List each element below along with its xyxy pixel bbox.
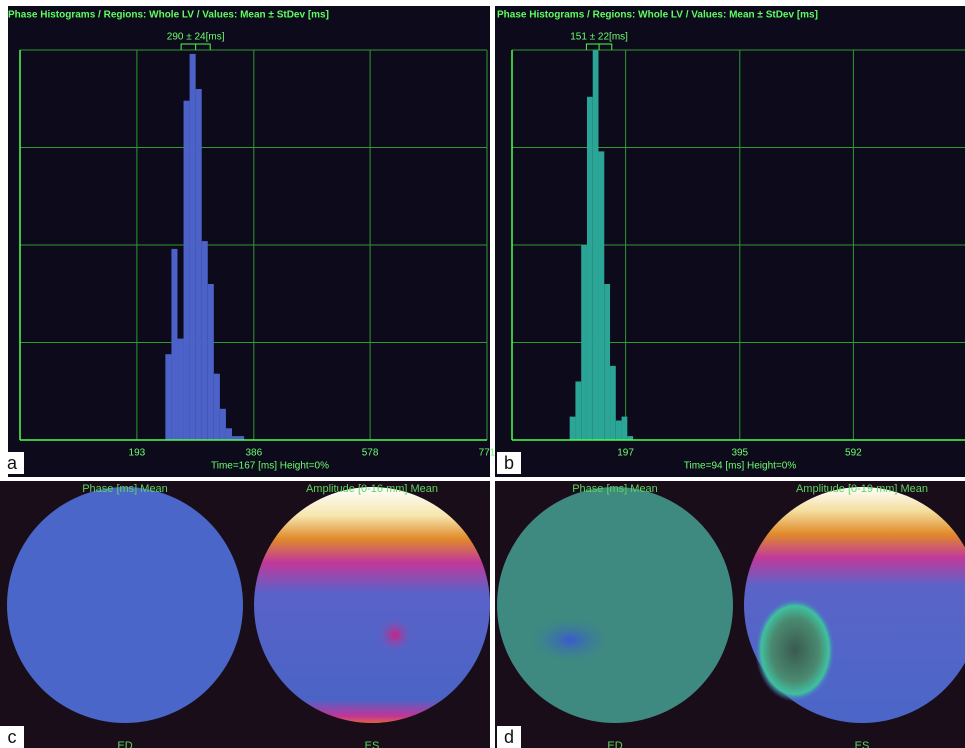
bar xyxy=(592,50,599,440)
bar xyxy=(201,241,208,440)
bar xyxy=(207,284,214,440)
bar xyxy=(569,416,576,440)
panel-label-box xyxy=(497,452,521,474)
bar xyxy=(231,436,239,440)
x-tick-label: 578 xyxy=(362,448,379,459)
x-tick-label: 771 xyxy=(479,448,496,459)
bar xyxy=(610,365,616,440)
panel-bg xyxy=(8,6,490,477)
stdev-bracket xyxy=(180,43,211,50)
bar xyxy=(177,338,184,440)
bar xyxy=(219,408,226,440)
map-title: Amplitude [0-16 mm] Mean xyxy=(306,483,438,495)
bar xyxy=(213,373,220,440)
bar xyxy=(621,416,628,440)
panel-label: d xyxy=(504,727,514,747)
panel-label-box xyxy=(0,452,24,474)
bar xyxy=(195,89,202,440)
map-title: Phase [ms] Mean xyxy=(572,483,658,495)
bar xyxy=(586,96,593,441)
x-tick-label: 395 xyxy=(731,448,748,459)
map-label: ES xyxy=(365,740,380,748)
footer: Time=94 [ms] Height=0% xyxy=(684,461,797,472)
map-spot xyxy=(755,598,835,702)
polar-map xyxy=(7,487,243,723)
bar xyxy=(581,245,587,440)
stdev-bracket xyxy=(585,43,613,50)
bar xyxy=(238,436,245,440)
bar xyxy=(189,53,196,441)
map-title: Amplitude [0-19 mm] Mean xyxy=(796,483,928,495)
panel-label: a xyxy=(7,453,18,473)
map-label: ED xyxy=(607,740,622,748)
bar xyxy=(225,428,232,440)
footer: Time=167 [ms] Height=0% xyxy=(211,461,329,472)
polar-map xyxy=(254,487,490,723)
panel-label: b xyxy=(504,453,514,473)
map-label: ED xyxy=(117,740,132,748)
bar xyxy=(604,284,611,440)
polar-map xyxy=(497,487,733,723)
bar xyxy=(627,436,634,440)
map-spot xyxy=(377,617,413,653)
map-label: ES xyxy=(855,740,870,748)
map-title: Phase [ms] Mean xyxy=(82,483,168,495)
bar xyxy=(171,248,178,440)
chart-title: Phase Histograms / Regions: Whole LV / V… xyxy=(497,10,818,21)
panel-bg xyxy=(495,6,965,477)
map-spot xyxy=(525,615,615,665)
bar xyxy=(575,381,582,440)
bar xyxy=(165,354,172,440)
bar xyxy=(598,151,605,440)
x-tick-label: 386 xyxy=(245,448,262,459)
panel-label-box xyxy=(497,726,521,748)
panel-label-box xyxy=(0,726,24,748)
panel-label: c xyxy=(8,727,17,747)
x-tick-label: 193 xyxy=(129,448,146,459)
x-tick-label: 197 xyxy=(617,448,634,459)
chart-title: Phase Histograms / Regions: Whole LV / V… xyxy=(8,10,329,21)
bar xyxy=(615,420,622,440)
annotation: 290 ± 24[ms] xyxy=(167,32,225,43)
annotation: 151 ± 22[ms] xyxy=(570,32,628,43)
bar xyxy=(183,100,190,440)
x-tick-label: 592 xyxy=(845,448,862,459)
